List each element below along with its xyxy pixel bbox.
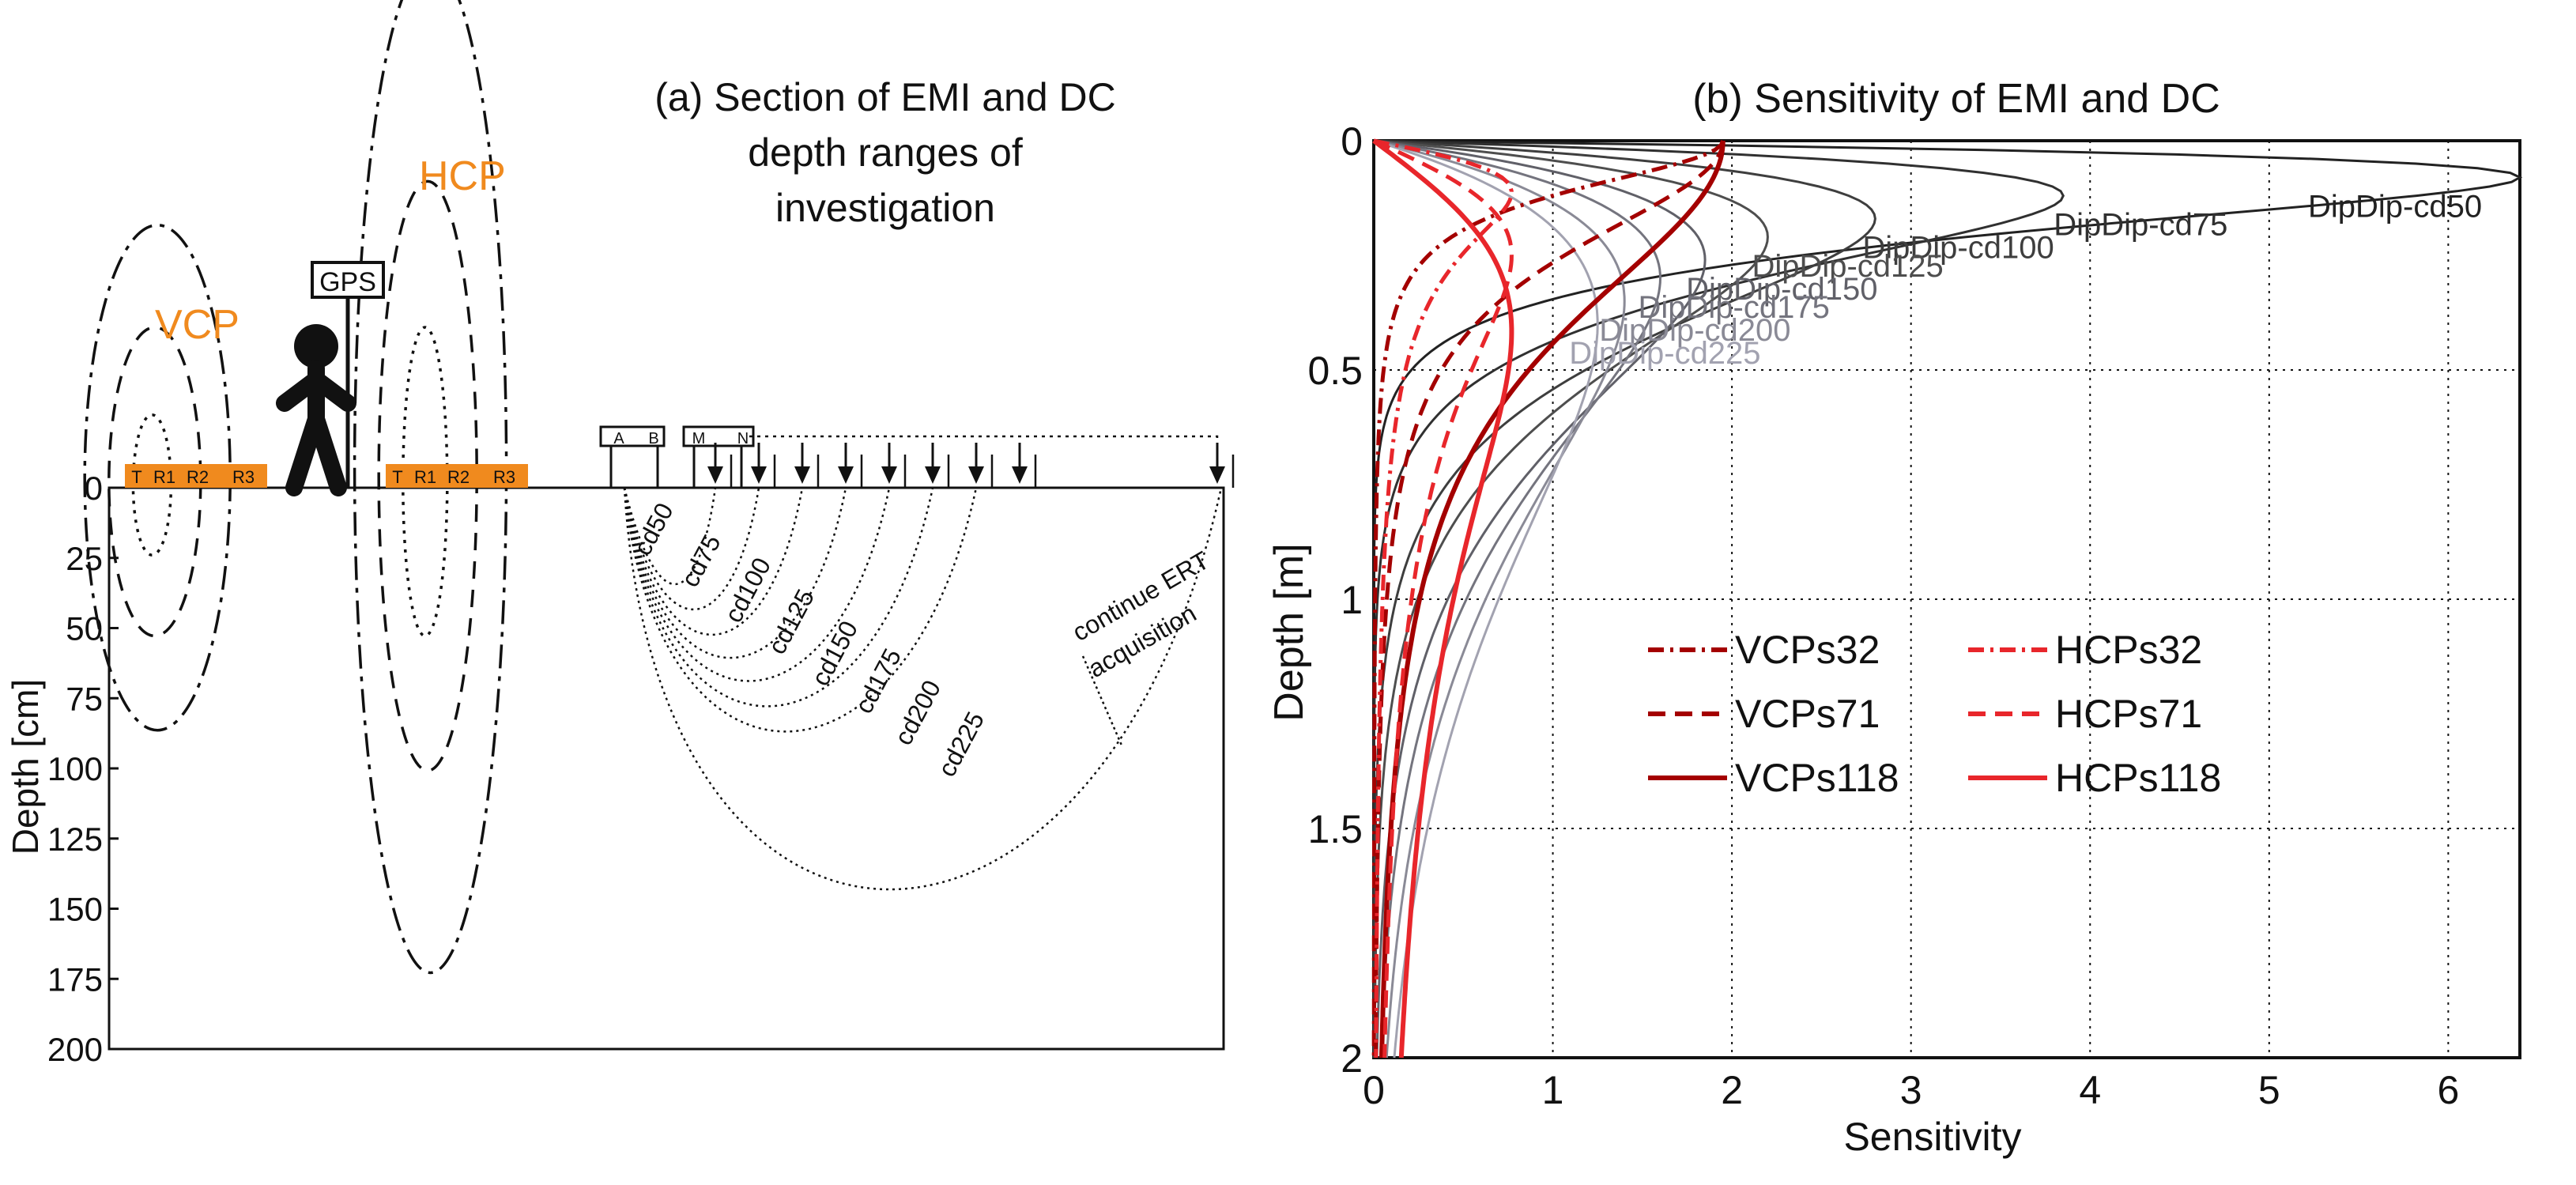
panel-a-frame [109, 488, 1224, 1049]
ytick-label: 2 [1341, 1036, 1363, 1081]
panel-a-ytick-label: 25 [66, 540, 103, 577]
panel-a-ytick-label: 100 [47, 750, 103, 787]
dc-arrow-head [707, 466, 723, 484]
panel-b-title: (b) Sensitivity of EMI and DC [1692, 76, 2220, 122]
legend-label: HCPs71 [2055, 692, 2202, 736]
xtick-label: 5 [2258, 1068, 2280, 1112]
dc-arrow-head [1209, 466, 1225, 484]
spacing-label: cd200 [888, 675, 946, 749]
series-label: DipDip-cd50 [2308, 189, 2482, 224]
hcp-label: HCP [419, 153, 506, 199]
xtick-label: 0 [1363, 1068, 1385, 1112]
vcp-sensor-label: T [131, 467, 141, 487]
spacing-label: cd175 [849, 643, 907, 718]
dc-arrow-head [881, 466, 897, 484]
series-label: DipDip-cd225 [1569, 336, 1760, 371]
panel-a-ytick-label: 125 [47, 821, 103, 858]
dc-dotted-connector [749, 436, 1217, 462]
legend-label: VCPs32 [1735, 628, 1880, 672]
spacing-label: cd150 [805, 616, 863, 690]
legend-label: HCPs118 [2055, 756, 2221, 800]
legend-label: HCPs32 [2055, 628, 2202, 672]
panel-a: (a) Section of EMI and DC depth ranges o… [5, 0, 1233, 1068]
ytick-label: 1 [1341, 578, 1363, 622]
panel-a-ytick-label: 75 [66, 680, 103, 717]
electrode-label: B [648, 430, 658, 447]
panel-a-ytick-label: 200 [47, 1031, 103, 1068]
panel-b-ylabel: Depth [m] [1266, 543, 1312, 721]
dc-arrow-head [751, 466, 767, 484]
panel-b-legend: VCPs32 HCPs32 VCPs71 HCPs71 VCPs118 HCPs118 [1648, 628, 2221, 800]
hcp-sensor-label: R3 [493, 467, 515, 487]
dc-arrow-head [925, 466, 941, 484]
panel-a-ytick-label: 0 [85, 470, 103, 507]
panel-a-title-line2: depth ranges of [748, 130, 1023, 175]
dc-arrow-head [968, 466, 984, 484]
spacing-label: cd225 [932, 707, 990, 781]
dc-arrow-head [838, 466, 854, 484]
hcp-sensor-label: R2 [447, 467, 470, 487]
figure: (a) Section of EMI and DC depth ranges o… [0, 0, 2576, 1185]
panel-a-title-line3: investigation [775, 186, 995, 230]
panel-b: (b) Sensitivity of EMI and DC Depth [m] … [1266, 76, 2520, 1159]
electrode-label: A [613, 430, 624, 447]
panel-a-ytick-label: 175 [47, 960, 103, 998]
xtick-label: 3 [1900, 1068, 1922, 1112]
hcp-sensor-label: T [392, 467, 402, 487]
spacing-label: cd75 [675, 530, 726, 591]
ytick-label: 0.5 [1307, 349, 1363, 393]
ytick-label: 1.5 [1307, 807, 1363, 851]
gps-label: GPS [319, 267, 376, 297]
xtick-label: 4 [2079, 1068, 2101, 1112]
person-body [285, 368, 348, 488]
series-HCPs32 [1374, 141, 1511, 1058]
spacing-label: cd125 [762, 584, 820, 659]
electrode-label: N [737, 430, 749, 447]
vcp-sensor-label: R3 [232, 467, 255, 487]
panel-b-xlabel: Sensitivity [1843, 1115, 2021, 1159]
panel-a-shapes: T R1 R2 R3 T R1 R2 R3 A B M Ncd50cd75cd100cd125cd15… [85, 0, 1233, 1049]
xtick-label: 1 [1542, 1068, 1564, 1112]
panel-a-title-line1: (a) Section of EMI and DC [654, 75, 1116, 119]
legend-label: VCPs71 [1735, 692, 1880, 736]
hcp-sensor-label: R1 [414, 467, 436, 487]
electrode-label: M [692, 430, 706, 447]
xtick-label: 2 [1721, 1068, 1743, 1112]
legend-label: VCPs118 [1735, 756, 1899, 800]
dc-arrow-head [1012, 466, 1028, 484]
series-label: DipDip-cd75 [2054, 208, 2227, 243]
xtick-label: 6 [2437, 1068, 2459, 1112]
panel-a-ytick-label: 150 [47, 891, 103, 928]
vcp-sensor-label: R1 [153, 467, 175, 487]
vcp-label: VCP [155, 302, 239, 348]
vcp-sensor-label: R2 [187, 467, 209, 487]
ytick-label: 0 [1341, 119, 1363, 164]
panel-a-ylabel: Depth [cm] [5, 679, 46, 855]
spacing-label: cd50 [628, 498, 678, 560]
panel-b-grid [1374, 141, 2520, 1058]
dc-arrow-head [794, 466, 810, 484]
spacing-label: cd100 [718, 553, 776, 627]
